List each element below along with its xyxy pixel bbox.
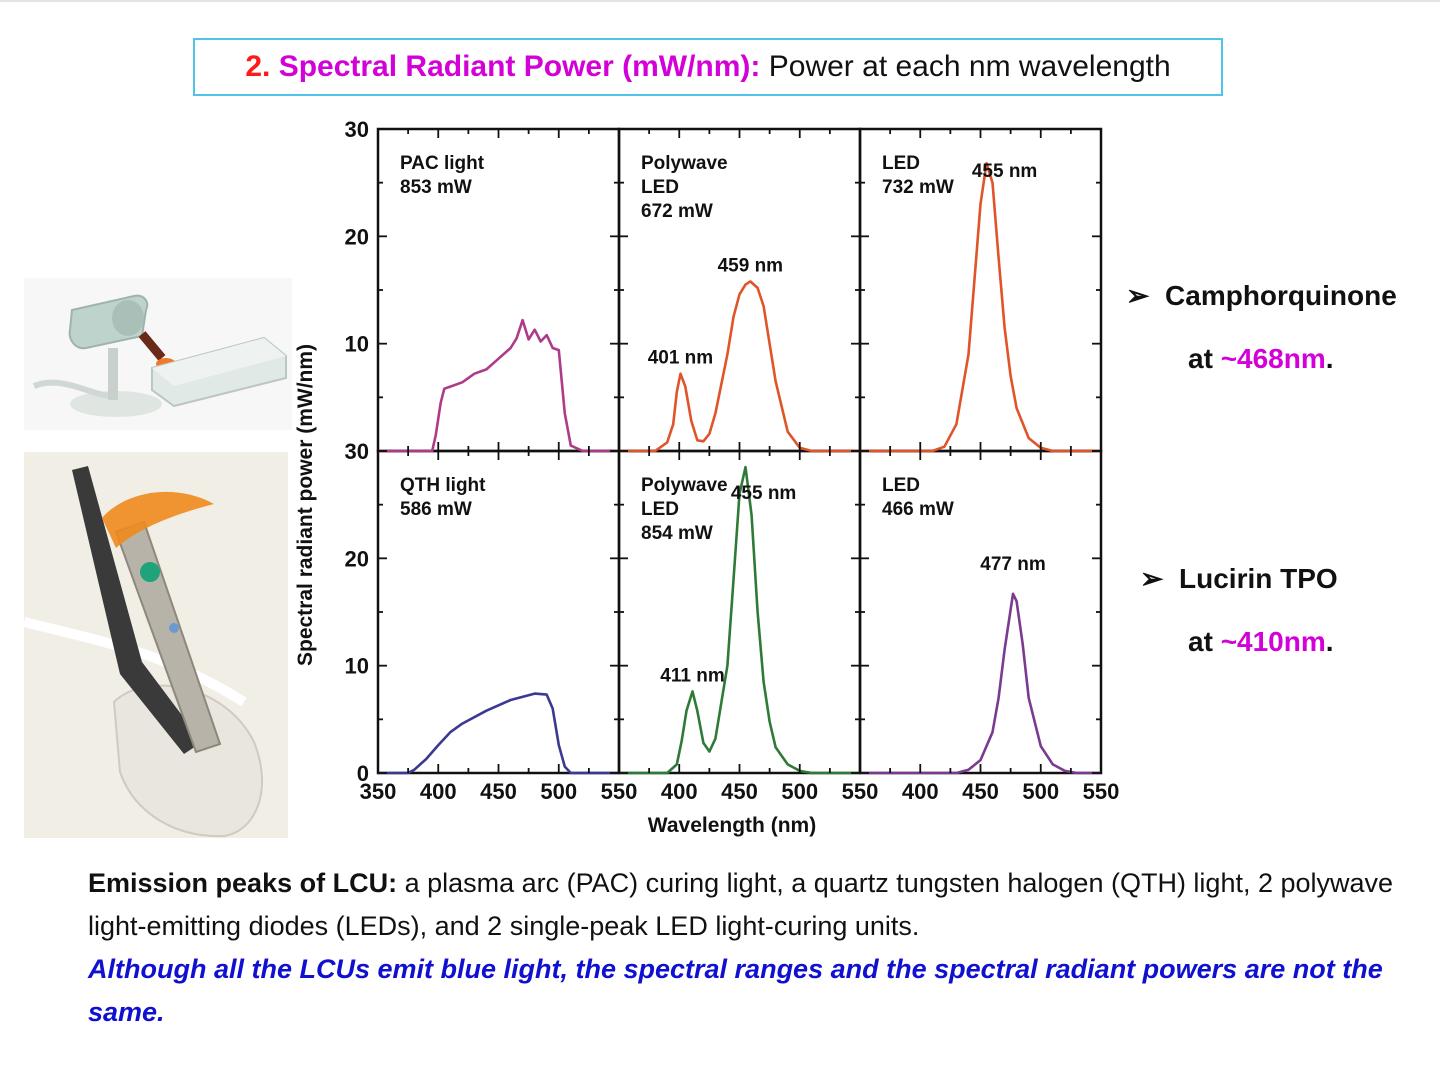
panel-label: 853 mW <box>400 177 472 198</box>
x-tick-label: 450 <box>962 779 999 804</box>
panel-label: LED <box>641 499 679 520</box>
peak-label: 401 nm <box>648 348 713 369</box>
x-tick-label: 550 <box>1083 779 1120 804</box>
y-tick-label: 30 <box>345 117 369 142</box>
camphorquinone-peak: at ~468nm. <box>1188 343 1334 375</box>
y-tick-label: 30 <box>345 439 369 464</box>
panel-label: 854 mW <box>641 523 713 544</box>
y-tick-label: 20 <box>345 224 369 249</box>
peak-label: 455 nm <box>731 483 796 504</box>
chart-labels: 10 20 30 0 10 20 30 350 400 450 500 550 400 450 500 550… <box>345 117 1120 804</box>
panel-label: Polywave <box>641 153 728 174</box>
title-term: Spectral Radiant Power (mW/nm): <box>278 50 761 83</box>
note-period: . <box>1325 626 1334 657</box>
chart-series-layer <box>378 162 1101 775</box>
x-tick-label: 400 <box>661 779 698 804</box>
note-period: . <box>1325 343 1334 374</box>
x-tick-label: 450 <box>480 779 517 804</box>
x-tick-label: 400 <box>420 779 457 804</box>
panel-label: Polywave <box>641 475 728 496</box>
series-line-panel-3 <box>860 162 1101 453</box>
x-tick-label: 500 <box>781 779 818 804</box>
note-bullet: ➢ <box>1140 563 1164 594</box>
panel-label: LED <box>641 177 679 198</box>
panel-label: 466 mW <box>882 499 954 520</box>
series-line-panel-1 <box>378 318 619 453</box>
slide-caption: Emission peaks of LCU: a plasma arc (PAC… <box>88 862 1408 1034</box>
x-tick-label: 550 <box>601 779 638 804</box>
x-tick-label: 450 <box>721 779 758 804</box>
series-line-panel-2 <box>619 280 860 453</box>
y-tick-label: 20 <box>345 546 369 571</box>
y-tick-label: 10 <box>345 332 369 357</box>
note-compound: Camphorquinone <box>1165 280 1397 311</box>
series-line-panel-5 <box>619 465 860 775</box>
x-tick-label: 500 <box>1022 779 1059 804</box>
note-compound: Lucirin TPO <box>1179 563 1338 594</box>
panel-label: 672 mW <box>641 201 713 222</box>
camphorquinone-note: ➢ Camphorquinone <box>1126 279 1397 312</box>
cordless-curing-light-image <box>24 452 288 838</box>
caption-lead: Emission peaks of LCU: <box>88 868 398 898</box>
x-tick-label: 400 <box>902 779 939 804</box>
note-peak-value: ~410nm <box>1220 626 1326 657</box>
panel-label: 586 mW <box>400 499 472 520</box>
caption-emphasis: Although all the LCUs emit blue light, t… <box>88 954 1383 1027</box>
note-at: at <box>1188 626 1213 657</box>
panel-label: PAC light <box>400 153 485 174</box>
x-axis-label: Wavelength (nm) <box>648 814 816 837</box>
lucirin-note: ➢ Lucirin TPO <box>1140 562 1338 595</box>
y-axis-label: Spectral radiant power (mW/nm) <box>294 344 317 666</box>
panel-label: LED <box>882 153 920 174</box>
title-number: 2. <box>245 50 271 83</box>
caption-text: a plasma arc (PAC) curing light, a quart… <box>88 868 1394 941</box>
desktop-curing-unit-image <box>24 278 292 430</box>
title-description: Power at each nm wavelength <box>768 50 1171 83</box>
peak-label: 477 nm <box>980 554 1045 575</box>
peak-label: 411 nm <box>660 665 724 686</box>
chart-ticks <box>377 128 1102 774</box>
note-at: at <box>1188 343 1213 374</box>
x-tick-label: 500 <box>540 779 577 804</box>
x-tick-label: 350 <box>360 779 397 804</box>
series-line-panel-6 <box>860 592 1101 775</box>
top-divider <box>0 0 1440 2</box>
note-peak-value: ~468nm <box>1220 343 1326 374</box>
panel-label: QTH light <box>400 475 486 496</box>
slide-title: 2. Spectral Radiant Power (mW/nm): Power… <box>193 38 1223 96</box>
y-tick-label: 0 <box>357 761 369 786</box>
panel-label: 732 mW <box>882 177 954 198</box>
x-tick-label: 550 <box>842 779 879 804</box>
note-bullet: ➢ <box>1126 280 1150 311</box>
spectral-chart: 10 20 30 0 10 20 30 350 400 450 500 550 400 450 500 550… <box>294 117 1120 837</box>
peak-label: 455 nm <box>972 161 1037 182</box>
lucirin-peak: at ~410nm. <box>1188 626 1334 658</box>
panel-label: LED <box>882 475 920 496</box>
series-line-panel-4 <box>378 692 619 775</box>
peak-label: 459 nm <box>718 255 783 276</box>
y-tick-label: 10 <box>345 654 369 679</box>
